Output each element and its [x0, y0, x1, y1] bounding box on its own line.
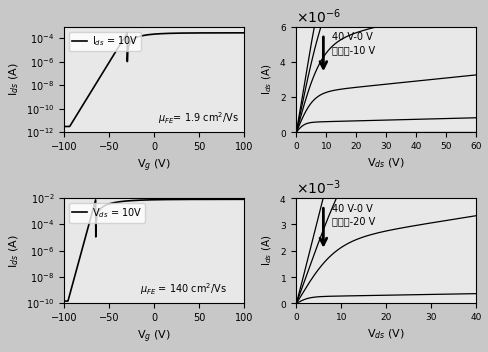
Text: 40 V-0 V: 40 V-0 V [332, 204, 372, 214]
Text: 40 V-0 V: 40 V-0 V [332, 32, 372, 42]
X-axis label: V$_g$ (V): V$_g$ (V) [137, 329, 171, 345]
Y-axis label: I$_{ds}$ (A): I$_{ds}$ (A) [260, 64, 273, 95]
Text: $\mu_{FE}$= 1.9 cm$^2$/Vs: $\mu_{FE}$= 1.9 cm$^2$/Vs [158, 110, 238, 126]
X-axis label: V$_{ds}$ (V): V$_{ds}$ (V) [366, 328, 405, 341]
Text: 增量为-10 V: 增量为-10 V [332, 45, 375, 55]
Legend: I$_{ds}$ = 10V: I$_{ds}$ = 10V [69, 32, 141, 51]
X-axis label: V$_{ds}$ (V): V$_{ds}$ (V) [366, 156, 405, 170]
Y-axis label: I$_{ds}$ (A): I$_{ds}$ (A) [260, 235, 273, 266]
Y-axis label: I$_{ds}$ (A): I$_{ds}$ (A) [7, 234, 20, 268]
Y-axis label: I$_{ds}$ (A): I$_{ds}$ (A) [7, 63, 20, 96]
Legend: V$_{ds}$ = 10V: V$_{ds}$ = 10V [69, 203, 144, 222]
Text: $\mu_{FE}$ = 140 cm$^2$/Vs: $\mu_{FE}$ = 140 cm$^2$/Vs [140, 281, 226, 297]
X-axis label: V$_g$ (V): V$_g$ (V) [137, 157, 171, 174]
Text: 增量为-20 V: 增量为-20 V [332, 216, 375, 226]
